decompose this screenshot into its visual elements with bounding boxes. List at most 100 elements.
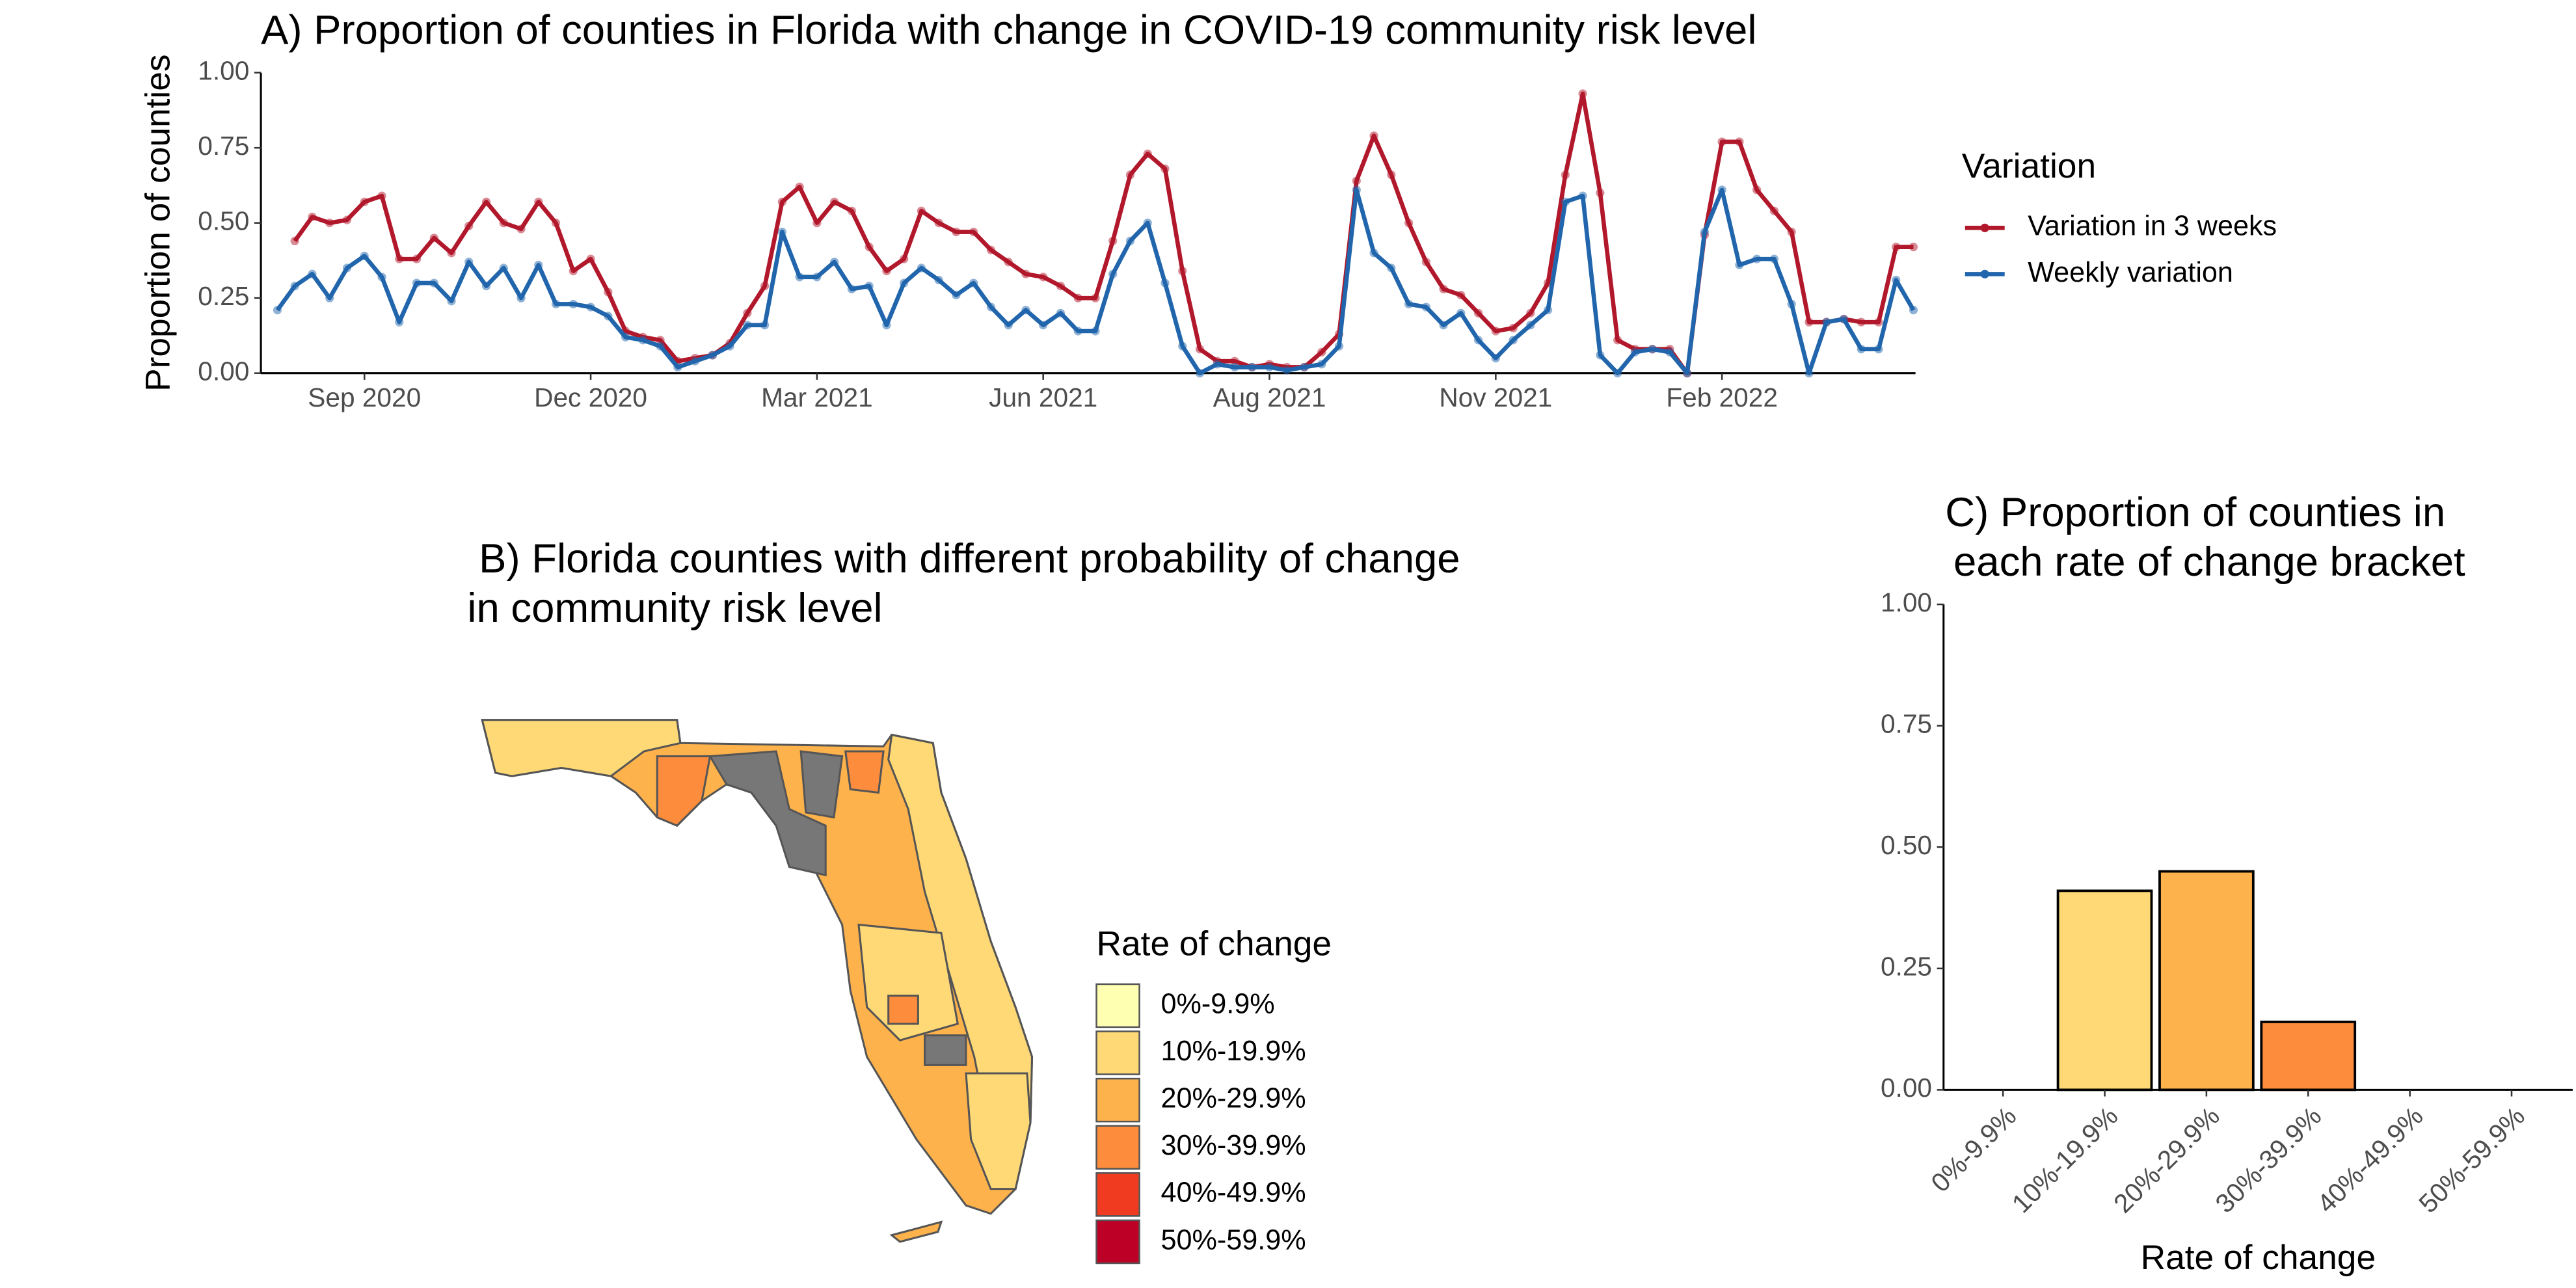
data-point — [1752, 185, 1762, 195]
data-point — [481, 282, 491, 291]
data-point — [377, 191, 386, 200]
x-tick-label: Jun 2021 — [989, 382, 1097, 412]
data-point — [1509, 336, 1518, 345]
data-point — [1004, 321, 1013, 330]
data-point — [1021, 306, 1030, 315]
data-point — [517, 293, 526, 302]
data-point — [308, 269, 317, 278]
data-point — [1108, 236, 1118, 246]
data-point — [969, 278, 978, 288]
data-point — [1578, 89, 1587, 98]
legend-label: 0%-9.9% — [1161, 988, 1275, 1019]
data-point — [1300, 362, 1309, 372]
legend-label: 30%-39.9% — [1161, 1130, 1306, 1161]
data-point — [1874, 345, 1883, 354]
data-point — [1143, 149, 1152, 159]
data-point — [847, 284, 856, 293]
data-point — [290, 236, 299, 246]
data-point — [1874, 317, 1883, 327]
data-point — [865, 282, 874, 291]
data-point — [1387, 263, 1396, 273]
data-point — [1578, 191, 1587, 200]
data-point — [1195, 369, 1205, 378]
data-point — [986, 302, 996, 312]
legend-swatch — [1095, 1172, 1140, 1217]
y-tick-label: 1.00 — [198, 55, 249, 85]
data-point — [429, 278, 438, 288]
data-point — [1230, 362, 1239, 372]
data-point — [830, 197, 839, 206]
county-region — [924, 1034, 967, 1066]
data-point — [1805, 317, 1814, 327]
chart-title: A) Proportion of counties in Florida wit… — [261, 8, 1756, 53]
data-point — [1769, 206, 1779, 215]
data-point — [1491, 353, 1500, 363]
county-region — [857, 923, 959, 1041]
data-point — [1526, 308, 1535, 317]
county-region — [887, 995, 919, 1025]
data-point — [1596, 188, 1605, 198]
data-point — [777, 227, 786, 237]
data-point — [551, 219, 561, 228]
data-point — [481, 197, 491, 206]
data-point — [952, 290, 961, 300]
data-point — [1091, 327, 1100, 336]
county-region — [708, 750, 827, 877]
data-point — [830, 258, 839, 267]
x-tick-label: 30%-39.9% — [2209, 1101, 2327, 1218]
data-point — [429, 234, 438, 243]
data-point — [1021, 269, 1030, 278]
data-point — [1439, 321, 1448, 330]
y-tick-label: 0.75 — [1881, 708, 1932, 738]
data-point — [342, 263, 352, 273]
data-point — [1265, 362, 1274, 372]
data-point — [708, 351, 717, 360]
data-point — [1056, 282, 1066, 291]
data-point — [395, 317, 404, 327]
data-point — [1630, 347, 1639, 356]
data-point — [1387, 170, 1396, 180]
data-point — [464, 258, 474, 267]
data-point — [1125, 236, 1135, 246]
legend-swatch — [1095, 1219, 1140, 1265]
x-tick-label: 0%-9.9% — [1925, 1101, 2022, 1198]
data-point — [360, 251, 369, 261]
data-point — [1613, 369, 1622, 378]
florida-map — [481, 719, 1034, 1243]
bar — [2056, 889, 2153, 1092]
data-point — [534, 260, 543, 269]
legend-swatch — [1095, 983, 1140, 1028]
data-point — [1456, 290, 1466, 300]
data-point — [1456, 308, 1466, 317]
data-point — [1839, 314, 1849, 324]
data-point — [1857, 345, 1866, 354]
data-point — [308, 212, 317, 222]
data-point — [743, 308, 752, 317]
data-point — [586, 254, 595, 263]
data-point — [586, 302, 595, 312]
data-point — [1056, 308, 1066, 317]
series-line — [293, 91, 1914, 375]
data-point — [534, 197, 543, 206]
x-tick-label: Sep 2020 — [308, 382, 421, 412]
data-point — [569, 267, 578, 276]
data-point — [1509, 323, 1518, 332]
y-tick-label: 0.00 — [198, 356, 249, 386]
data-point — [1491, 327, 1500, 336]
data-point — [1665, 347, 1674, 356]
data-point — [1596, 351, 1605, 360]
data-point — [604, 288, 613, 297]
y-tick-label: 0.00 — [1881, 1073, 1932, 1103]
data-point — [447, 248, 456, 258]
data-point — [1526, 321, 1535, 330]
data-point — [1039, 321, 1048, 330]
legend-title: Rate of change — [1097, 925, 1332, 963]
data-point — [777, 197, 786, 206]
data-point — [1178, 267, 1187, 276]
data-point — [795, 182, 804, 191]
legend-label: 50%-59.9% — [1161, 1224, 1306, 1255]
data-point — [395, 254, 404, 263]
legend-swatch — [1095, 1077, 1140, 1123]
